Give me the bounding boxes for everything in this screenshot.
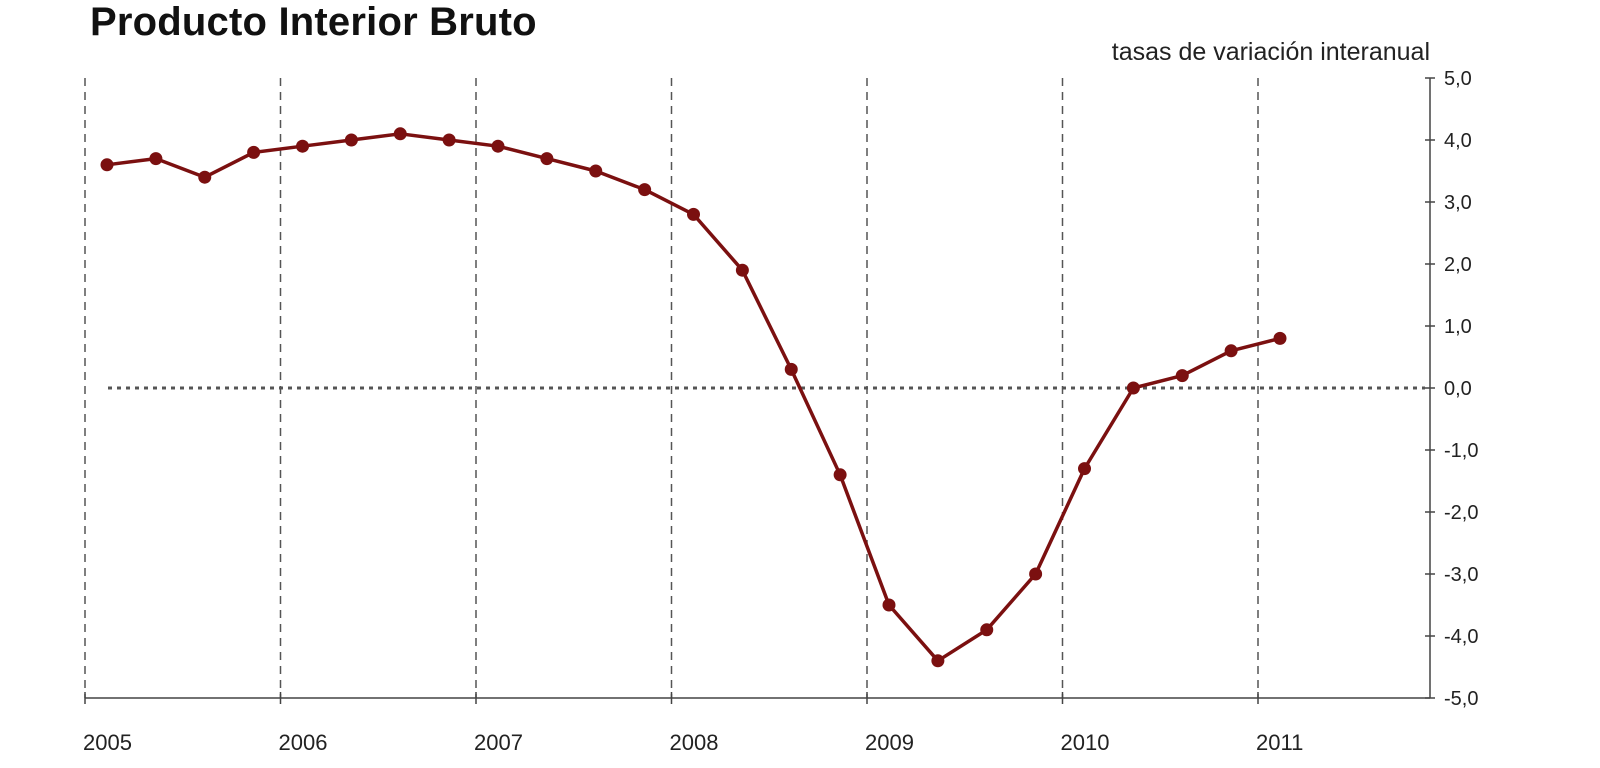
data-point (1078, 462, 1091, 476)
y-tick-label: -2,0 (1444, 502, 1478, 524)
y-tick-label: 1,0 (1444, 316, 1472, 338)
chart-title: Producto Interior Bruto (90, 0, 537, 44)
data-point (1224, 344, 1238, 358)
data-point (833, 468, 847, 482)
y-tick-label: 4,0 (1444, 130, 1472, 152)
data-point (735, 263, 749, 277)
y-tick-label: -1,0 (1444, 440, 1478, 462)
data-point (1273, 331, 1287, 345)
x-tick-label: 2010 (1061, 730, 1110, 755)
data-point (393, 127, 407, 141)
data-point (296, 139, 309, 153)
data-point (1126, 381, 1140, 395)
data-point (882, 598, 896, 612)
data-point (638, 183, 652, 197)
data-point (980, 623, 994, 637)
x-tick-label: 2006 (279, 730, 328, 755)
data-point (344, 133, 358, 147)
data-point (149, 152, 163, 166)
x-tick-label: 2008 (670, 730, 719, 755)
data-point (1175, 369, 1189, 383)
data-point (589, 164, 603, 178)
data-point (491, 139, 505, 153)
data-point (1029, 567, 1043, 581)
data-point (931, 654, 945, 668)
data-point (442, 133, 456, 147)
y-tick-label: 0,0 (1444, 378, 1472, 400)
y-tick-label: -3,0 (1444, 564, 1478, 586)
y-tick-label: 2,0 (1444, 254, 1472, 276)
data-point (687, 207, 700, 221)
y-tick-label: 5,0 (1444, 68, 1472, 90)
y-tick-label: -4,0 (1444, 626, 1478, 648)
data-point (540, 152, 554, 166)
x-tick-label: 2009 (865, 730, 914, 755)
data-point (784, 362, 798, 376)
data-point (198, 170, 212, 184)
x-tick-label: 2007 (474, 730, 523, 755)
x-tick-label: 2011 (1256, 730, 1303, 755)
chart-subtitle: tasas de variación interanual (1111, 38, 1430, 66)
y-tick-label: -5,0 (1444, 688, 1478, 710)
data-point (247, 145, 261, 159)
y-tick-label: 3,0 (1444, 192, 1472, 214)
data-point (100, 158, 114, 172)
x-tick-label: 2005 (83, 730, 132, 755)
